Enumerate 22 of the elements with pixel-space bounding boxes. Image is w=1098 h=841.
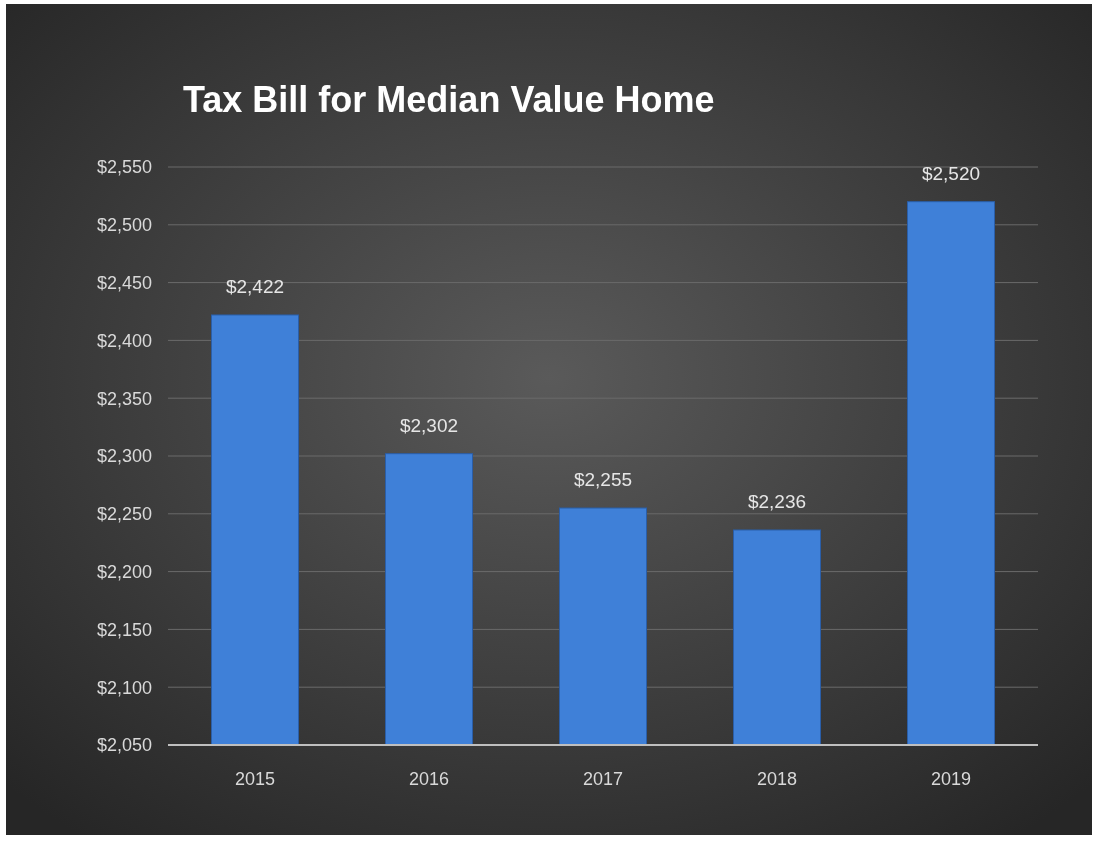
x-tick-label: 2019 — [930, 769, 972, 789]
y-tick-label: $2,250 — [96, 504, 152, 525]
y-tick-label: $2,500 — [96, 215, 152, 236]
y-tick-label: $2,200 — [96, 561, 152, 582]
y-tick-label: $2,100 — [96, 677, 152, 698]
x-tick-label: 2016 — [408, 769, 450, 789]
y-tick-label: $2,300 — [96, 446, 152, 467]
x-tick-label: 2017 — [582, 769, 624, 789]
y-tick-label: $2,150 — [96, 619, 152, 640]
data-label: $2,255 — [573, 469, 633, 491]
x-tick-label: 2018 — [756, 769, 798, 789]
data-label: $2,236 — [747, 490, 807, 512]
chart-title: Tax Bill for Median Value Home — [183, 79, 715, 120]
data-label: $2,302 — [399, 414, 459, 436]
y-tick-label: $2,350 — [96, 388, 152, 409]
y-tick-label: $2,400 — [96, 330, 152, 351]
x-tick-label: 2015 — [234, 769, 276, 789]
data-label: $2,422 — [225, 275, 285, 297]
y-tick-label: $2,450 — [96, 272, 152, 293]
y-tick-label: $2,050 — [96, 735, 152, 756]
data-label: $2,520 — [921, 162, 981, 184]
y-tick-label: $2,550 — [96, 157, 152, 178]
